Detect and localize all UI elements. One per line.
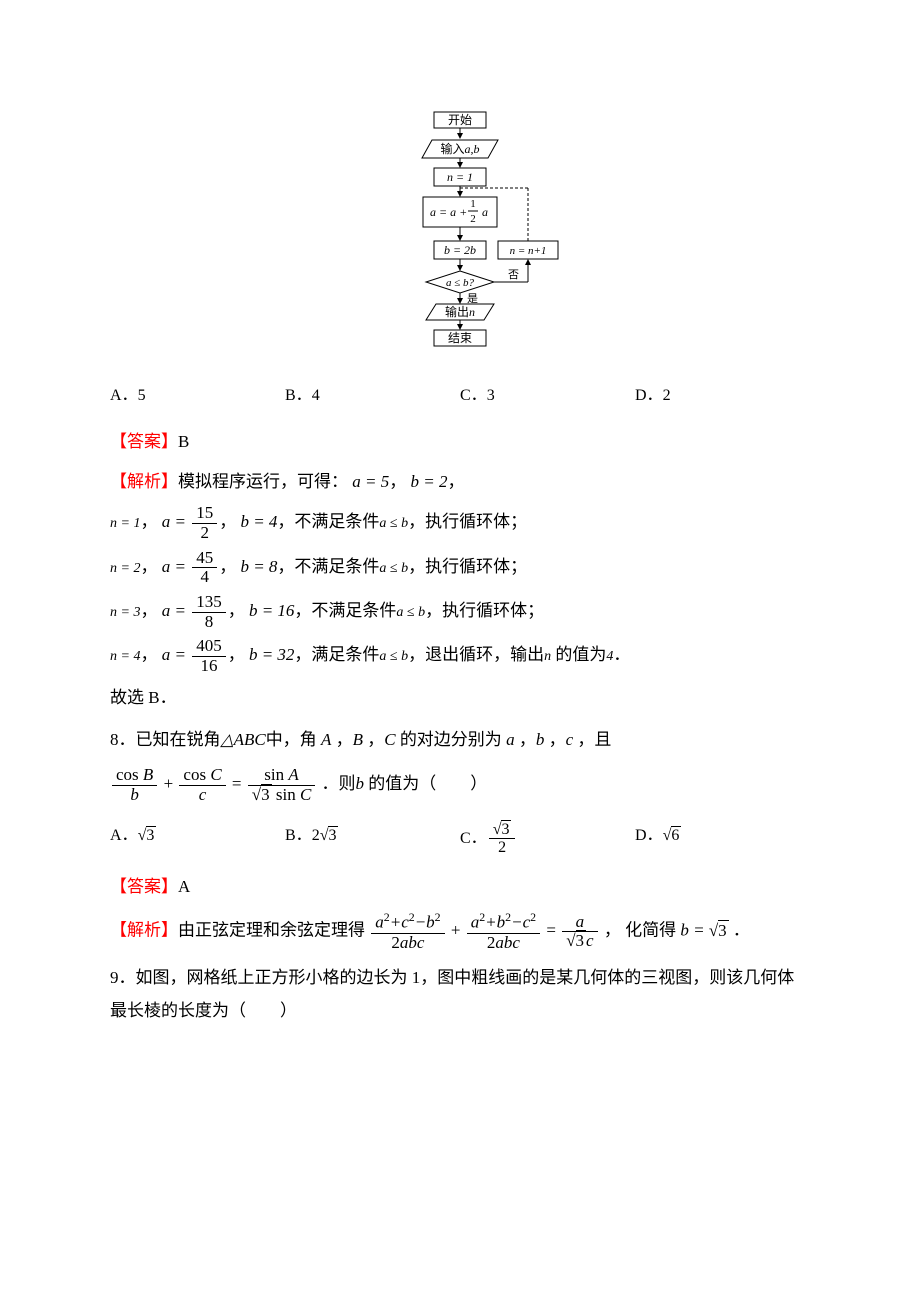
q8-opt-a: A．3	[110, 821, 285, 857]
q7-opt-c: C．3	[460, 381, 635, 411]
q7-step-4: n = 4， a = 40516， b = 32，满足条件a ≤ b，退出循环，…	[110, 637, 810, 675]
svg-text:是: 是	[467, 292, 478, 305]
svg-text:输出n: 输出n	[445, 304, 475, 319]
svg-text:否: 否	[508, 269, 519, 281]
q8-explain: 【解析】由正弦定理和余弦定理得 a2+c2−b22abc + a2+b2−c22…	[110, 911, 810, 952]
fc-start: 开始	[448, 113, 472, 127]
q7-opt-d: D．2	[635, 381, 810, 411]
q7-opt-a: A．5	[110, 381, 285, 411]
svg-text:2: 2	[470, 213, 476, 225]
svg-text:a = a +: a = a +	[430, 205, 467, 219]
svg-text:n = 1: n = 1	[447, 170, 473, 184]
q9-stem: 9．如图，网格纸上正方形小格的边长为 1，图中粗线画的是某几何体的三视图，则该几…	[110, 962, 810, 1027]
q8-opt-c: C．32	[460, 821, 635, 857]
flowchart: 开始 输入a,b n = 1 a = a + 1 2 a b = 2b n = …	[360, 110, 560, 367]
q8-answer: 【答案】A	[110, 871, 810, 903]
q7-explain-head: 【解析】模拟程序运行，可得： a = 5， b = 2，	[110, 466, 810, 498]
svg-text:输入a,b: 输入a,b	[440, 141, 479, 156]
q7-opt-b: B．4	[285, 381, 460, 411]
svg-text:a ≤ b?: a ≤ b?	[446, 277, 475, 289]
flowchart-svg: 开始 输入a,b n = 1 a = a + 1 2 a b = 2b n = …	[360, 110, 560, 356]
q7-options: A．5 B．4 C．3 D．2	[110, 381, 810, 411]
svg-text:n = n+1: n = n+1	[510, 245, 547, 257]
q7-conclude: 故选 B．	[110, 682, 810, 714]
q8-equation: cos Bb + cos Cc = sin A3 sin C ．则b 的值为（ …	[110, 766, 810, 804]
svg-text:结束: 结束	[448, 331, 472, 345]
q8-opt-d: D．6	[635, 821, 810, 857]
q7-step-2: n = 2， a = 454， b = 8，不满足条件a ≤ b，执行循环体；	[110, 549, 810, 587]
q8-opt-b: B．23	[285, 821, 460, 857]
q8-options: A．3 B．23 C．32 D．6	[110, 821, 810, 857]
q7-step-3: n = 3， a = 1358， b = 16，不满足条件a ≤ b，执行循环体…	[110, 593, 810, 631]
q7-step-1: n = 1， a = 152， b = 4，不满足条件a ≤ b，执行循环体；	[110, 504, 810, 542]
q8-stem-1: 8．已知在锐角△ABC中，角 A ，B ，C 的对边分别为 a ，b ，c ，且	[110, 724, 810, 756]
q7-answer: 【答案】B	[110, 426, 810, 458]
svg-text:1: 1	[470, 198, 476, 210]
svg-text:a: a	[482, 205, 488, 219]
svg-text:b = 2b: b = 2b	[444, 243, 476, 257]
